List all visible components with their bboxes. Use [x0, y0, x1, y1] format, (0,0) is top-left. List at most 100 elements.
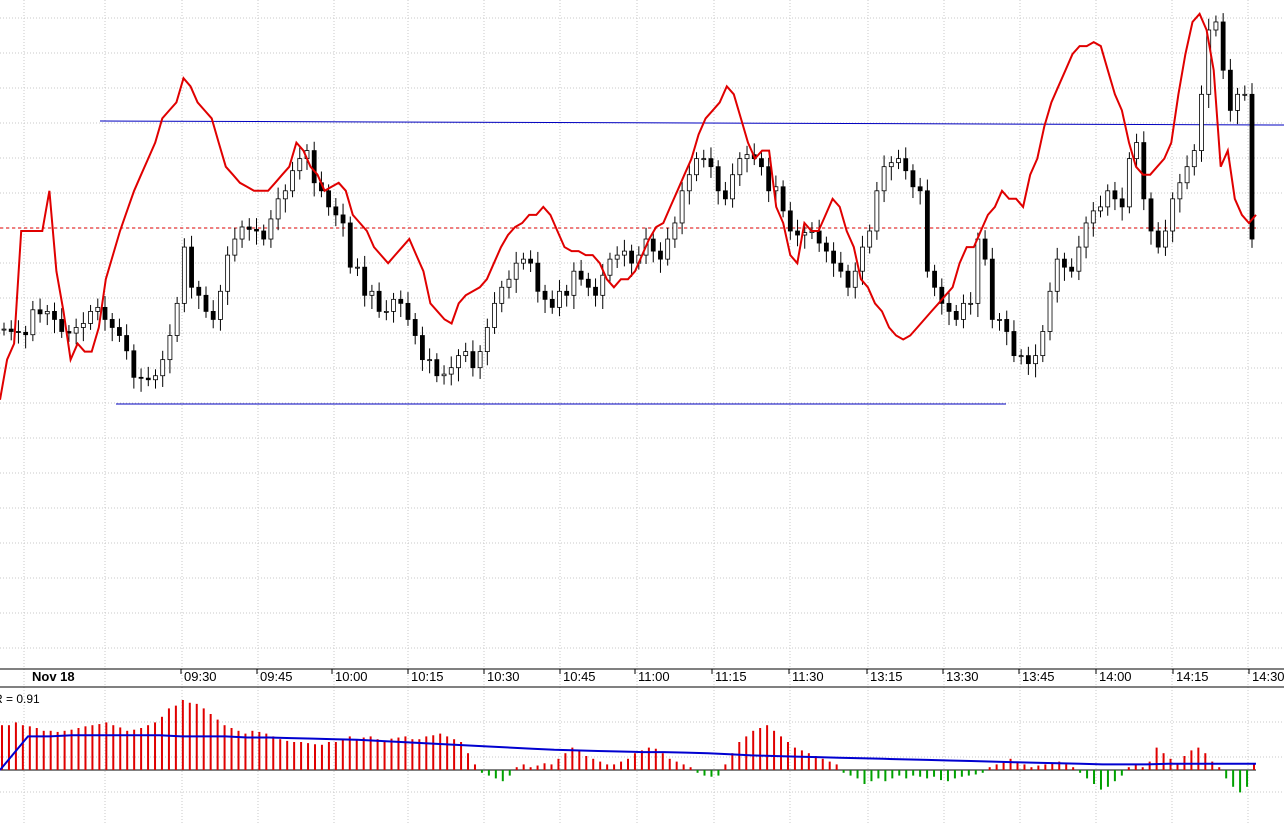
candle [1018, 349, 1024, 365]
candle [477, 345, 483, 379]
candle [838, 251, 844, 278]
indicator-histogram [0, 700, 1256, 793]
candle [1054, 247, 1060, 303]
candle [1191, 144, 1197, 176]
candle [1199, 85, 1204, 162]
candle [607, 252, 613, 282]
candle [1105, 184, 1111, 216]
candle [434, 353, 440, 383]
candle [420, 326, 425, 371]
candle [117, 318, 122, 342]
candle [340, 203, 346, 237]
x-tick-label: 11:15 [715, 669, 747, 684]
candle [391, 292, 396, 323]
candle [924, 179, 930, 278]
candle [1025, 346, 1031, 375]
candle [88, 304, 93, 330]
candle [218, 284, 223, 331]
candle [1076, 235, 1082, 281]
candle [585, 272, 591, 297]
candle [167, 324, 173, 374]
candle [737, 152, 743, 186]
candle [362, 255, 368, 307]
time-axis: Nov 18 [0, 668, 1284, 688]
x-tick-label: 13:30 [946, 669, 979, 684]
candle [44, 304, 50, 326]
candle [232, 227, 238, 262]
candle [860, 235, 865, 285]
candle [427, 348, 433, 374]
x-tick-label: 10:45 [563, 669, 596, 684]
candle [946, 292, 952, 326]
candle [535, 251, 541, 303]
candle [910, 164, 916, 199]
indicator-signal-line [0, 734, 1256, 771]
candle [759, 152, 764, 176]
candle [282, 184, 288, 213]
x-tick-label: 11:00 [638, 669, 670, 684]
candle [333, 198, 339, 227]
candle [730, 163, 736, 208]
candle [145, 366, 151, 387]
candle [708, 147, 714, 178]
candle [953, 304, 959, 326]
candle [441, 365, 447, 385]
candle [629, 244, 635, 277]
candle [528, 250, 534, 273]
candle [557, 280, 562, 317]
candle [1213, 15, 1219, 37]
candle [665, 227, 671, 266]
candle [888, 156, 894, 181]
candle [73, 318, 79, 345]
x-tick-label: 11:30 [792, 669, 824, 684]
candle [650, 232, 656, 263]
candle [939, 278, 945, 315]
candle [124, 324, 130, 360]
candle [463, 342, 469, 363]
candle [1134, 133, 1139, 168]
candle [210, 300, 216, 329]
candle [542, 284, 548, 314]
candle [1220, 13, 1226, 80]
candle [852, 262, 858, 299]
candle [1011, 320, 1017, 363]
x-tick-label: 13:15 [870, 669, 903, 684]
candle [672, 216, 678, 248]
candle [30, 300, 36, 342]
candle [571, 262, 577, 309]
candle [369, 284, 375, 309]
candle [80, 312, 86, 342]
trend-lines [0, 120, 1284, 405]
candle [246, 218, 252, 241]
candle [1047, 282, 1053, 341]
candle [593, 278, 598, 307]
candle [982, 230, 988, 266]
candle [1098, 195, 1103, 218]
candle [261, 224, 267, 246]
candle [268, 210, 274, 248]
candle [1112, 181, 1118, 211]
candle [679, 181, 685, 235]
candle [297, 147, 303, 180]
candle [549, 290, 555, 314]
candle [896, 149, 901, 170]
x-tick-label: 09:45 [260, 669, 293, 684]
candle [903, 147, 909, 180]
candle [109, 313, 115, 342]
candle [290, 161, 295, 198]
candle [275, 187, 281, 231]
candle [1062, 252, 1067, 281]
candle [102, 296, 108, 331]
candle [932, 264, 937, 297]
candle [780, 180, 786, 218]
candle [1235, 87, 1240, 125]
candle [1033, 344, 1038, 378]
candle [1206, 18, 1212, 108]
candle [1040, 325, 1046, 363]
candle [823, 236, 829, 263]
candle [174, 296, 180, 342]
candle [189, 235, 194, 299]
